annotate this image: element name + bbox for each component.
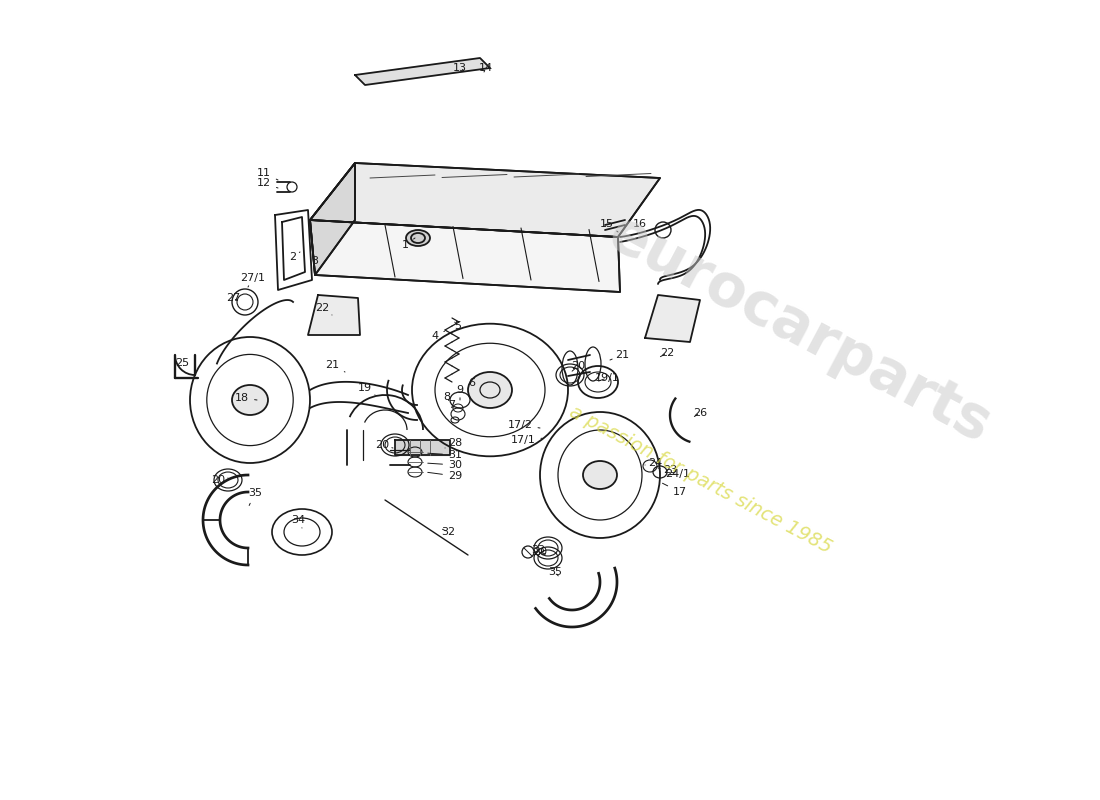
Polygon shape [310, 163, 355, 275]
Text: 22: 22 [315, 303, 332, 315]
Text: 27/1: 27/1 [241, 273, 265, 287]
Polygon shape [395, 440, 450, 455]
Text: 35: 35 [248, 488, 262, 506]
Text: 26: 26 [693, 408, 707, 418]
Ellipse shape [232, 385, 268, 415]
Text: 16: 16 [632, 219, 647, 229]
Text: 27: 27 [226, 293, 240, 303]
Text: 28: 28 [446, 438, 462, 448]
Text: 12: 12 [257, 178, 278, 188]
Polygon shape [308, 295, 360, 335]
Ellipse shape [468, 372, 512, 408]
Text: 9: 9 [456, 385, 463, 400]
Text: 19/1: 19/1 [595, 373, 619, 383]
Text: 8: 8 [443, 392, 451, 402]
Text: 24: 24 [645, 458, 662, 468]
Text: 33: 33 [531, 545, 544, 555]
Text: 18: 18 [235, 393, 257, 403]
Text: 19: 19 [358, 383, 375, 395]
Polygon shape [355, 58, 490, 85]
Text: 14: 14 [478, 63, 493, 73]
Text: 13: 13 [453, 63, 468, 73]
Text: 3: 3 [311, 256, 319, 266]
Text: 2: 2 [289, 252, 300, 262]
Text: 17/1: 17/1 [510, 435, 542, 445]
Text: 34: 34 [290, 515, 305, 528]
Text: a passion for parts since 1985: a passion for parts since 1985 [565, 402, 835, 558]
Text: 4: 4 [431, 331, 444, 341]
Text: 22: 22 [660, 348, 674, 358]
Text: 21: 21 [324, 360, 345, 372]
Text: 31: 31 [428, 450, 462, 460]
Text: 20: 20 [375, 440, 393, 450]
Text: 29: 29 [428, 471, 462, 481]
Text: 21: 21 [610, 350, 629, 360]
Ellipse shape [406, 230, 430, 246]
Text: 30: 30 [428, 460, 462, 470]
Text: 32: 32 [441, 527, 455, 537]
Polygon shape [310, 163, 660, 237]
Text: 7: 7 [449, 400, 455, 410]
Text: 15: 15 [600, 219, 618, 232]
Text: 6: 6 [464, 378, 475, 393]
Text: 20: 20 [532, 547, 547, 557]
Text: 17/2: 17/2 [507, 420, 540, 430]
Text: 5: 5 [454, 321, 462, 331]
Text: 23: 23 [658, 465, 678, 475]
Text: 11: 11 [257, 168, 278, 180]
Text: eurocarparts: eurocarparts [598, 205, 1001, 455]
Text: 20: 20 [571, 361, 585, 371]
Ellipse shape [583, 461, 617, 489]
Text: 25: 25 [175, 358, 189, 368]
Polygon shape [645, 295, 700, 342]
Polygon shape [310, 220, 620, 292]
Text: 24/1: 24/1 [666, 469, 691, 479]
Text: 17: 17 [662, 483, 688, 497]
Text: 35: 35 [548, 567, 562, 577]
Text: 20: 20 [211, 475, 228, 485]
Text: 1: 1 [402, 238, 415, 250]
